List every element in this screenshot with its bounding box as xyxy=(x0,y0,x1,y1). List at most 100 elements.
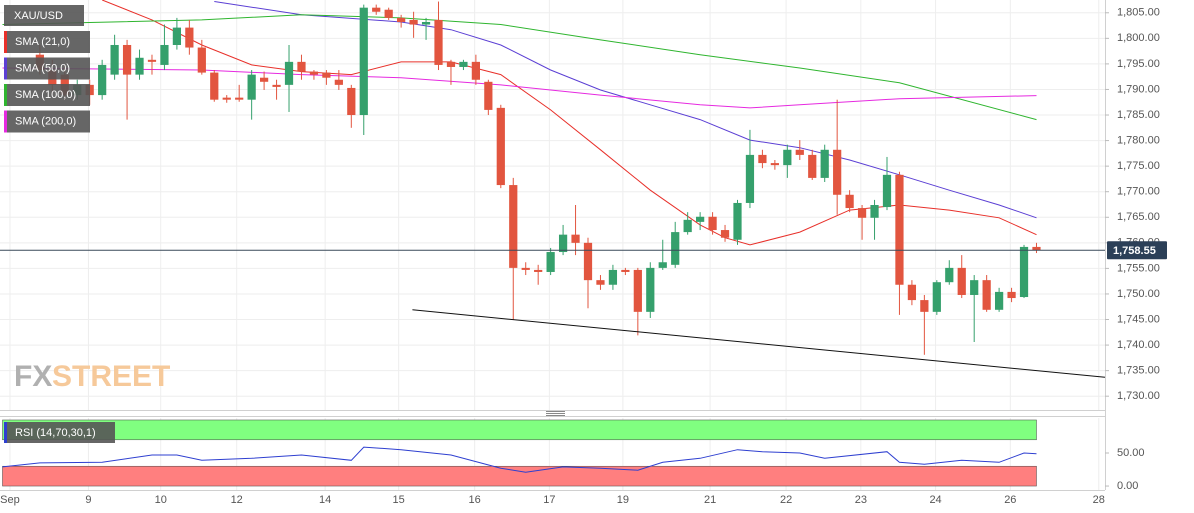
candle-body xyxy=(235,97,244,100)
candle-body xyxy=(496,107,505,186)
legend-swatch xyxy=(4,31,7,53)
candle-body xyxy=(247,74,256,100)
y-tick-label: 1,805.00 xyxy=(1117,7,1160,19)
legend-symbol: XAU/USD xyxy=(14,10,63,22)
candle-body xyxy=(833,149,842,195)
rsi-band xyxy=(2,465,1037,487)
candle-body xyxy=(259,77,269,82)
candle-body xyxy=(596,280,605,285)
candle-body xyxy=(646,267,655,312)
candle-body xyxy=(98,64,107,96)
candle-body xyxy=(895,174,904,285)
candle-body xyxy=(1019,246,1029,298)
y-tick-label: 1,770.00 xyxy=(1117,186,1160,198)
x-tick-label: 16 xyxy=(469,494,481,506)
candle-body xyxy=(372,7,381,12)
candle-body xyxy=(708,216,717,231)
candle-body xyxy=(309,71,319,75)
legend-swatch xyxy=(4,110,7,133)
y-tick-label: 1,785.00 xyxy=(1117,109,1160,121)
candle-body xyxy=(322,72,331,78)
y-tick-label: 1,795.00 xyxy=(1117,58,1160,70)
legend-box xyxy=(4,5,84,26)
candle-body xyxy=(671,232,680,265)
candle-body xyxy=(795,149,804,155)
candle-body xyxy=(397,17,406,22)
candle-body xyxy=(484,81,493,110)
candle-body xyxy=(621,269,630,272)
candle-body xyxy=(1007,291,1016,299)
candle-body xyxy=(297,61,306,72)
candle-body xyxy=(534,269,543,272)
watermark-street: STREET xyxy=(52,360,170,393)
legend-box xyxy=(4,31,90,53)
x-tick-label: 12 xyxy=(231,494,243,506)
legend-label: SMA (50,0) xyxy=(15,62,70,74)
y-tick-label: 1,780.00 xyxy=(1117,134,1160,146)
legend-swatch xyxy=(4,84,7,106)
legend: XAU/USD SMA (21,0) SMA (50,0) SMA (100,0) SM… xyxy=(4,5,90,133)
watermark-fx: FX xyxy=(14,360,52,393)
legend-label: SMA (100,0) xyxy=(15,89,76,101)
candle-body xyxy=(720,230,730,238)
candle-body xyxy=(509,185,518,268)
x-tick-label: 15 xyxy=(393,494,405,506)
pane-grip[interactable] xyxy=(546,411,565,416)
y-tick-label: 1,775.00 xyxy=(1117,160,1160,172)
candle-body xyxy=(222,97,231,100)
candle-body xyxy=(758,154,767,164)
candle-body xyxy=(658,262,667,268)
grid xyxy=(0,0,1105,490)
candle-body xyxy=(272,84,281,87)
candle-body xyxy=(882,174,892,208)
candle-body xyxy=(147,59,157,62)
legend-box xyxy=(4,84,90,106)
candle-body xyxy=(347,87,356,116)
x-tick-label: 26 xyxy=(1004,494,1016,506)
legend-label: SMA (200,0) xyxy=(15,115,76,127)
candle-body xyxy=(334,79,343,85)
x-tick-label: 28 xyxy=(1093,494,1105,506)
candle-body xyxy=(808,154,817,178)
candle-body xyxy=(185,27,194,48)
candle-body xyxy=(558,234,568,253)
candle-body xyxy=(521,267,530,270)
candle-body xyxy=(384,9,393,18)
watermark: FX STREET xyxy=(14,360,170,393)
candle-body xyxy=(982,280,991,310)
last-price-box xyxy=(1107,241,1167,260)
x-tick-label: 9 xyxy=(85,494,91,506)
y-tick-label: 1,800.00 xyxy=(1117,32,1160,44)
x-tick-label: 21 xyxy=(704,494,716,506)
trend-line xyxy=(412,309,1106,378)
sma-line xyxy=(2,67,1037,109)
candle-body xyxy=(284,61,294,85)
legend-box xyxy=(4,110,90,133)
y-tick-label: 50.00 xyxy=(1117,447,1145,459)
candle-body xyxy=(820,149,829,178)
sma-line xyxy=(2,14,1037,121)
candle-body xyxy=(633,269,642,312)
candle-body xyxy=(994,291,1004,310)
y-tick-label: 1,745.00 xyxy=(1117,313,1160,325)
candle-body xyxy=(583,242,593,281)
x-tick-label: 23 xyxy=(855,494,867,506)
candle-body xyxy=(970,280,979,295)
candle-body xyxy=(733,202,742,240)
candle-body xyxy=(359,7,368,116)
candle-body xyxy=(571,234,580,243)
candle-body xyxy=(172,27,182,45)
candle-body xyxy=(434,19,443,65)
x-tick-label: 24 xyxy=(929,494,941,506)
candle-body xyxy=(696,216,705,222)
candle-body xyxy=(210,72,219,100)
candle-body xyxy=(907,284,917,301)
y-tick-label: 1,735.00 xyxy=(1117,365,1160,377)
candle-body xyxy=(870,205,879,218)
candle-body xyxy=(421,21,431,25)
candle-body xyxy=(770,163,779,166)
legend-swatch xyxy=(4,422,7,443)
legend-label: RSI (14,70,30,1) xyxy=(15,427,96,439)
candle-body xyxy=(857,208,867,218)
